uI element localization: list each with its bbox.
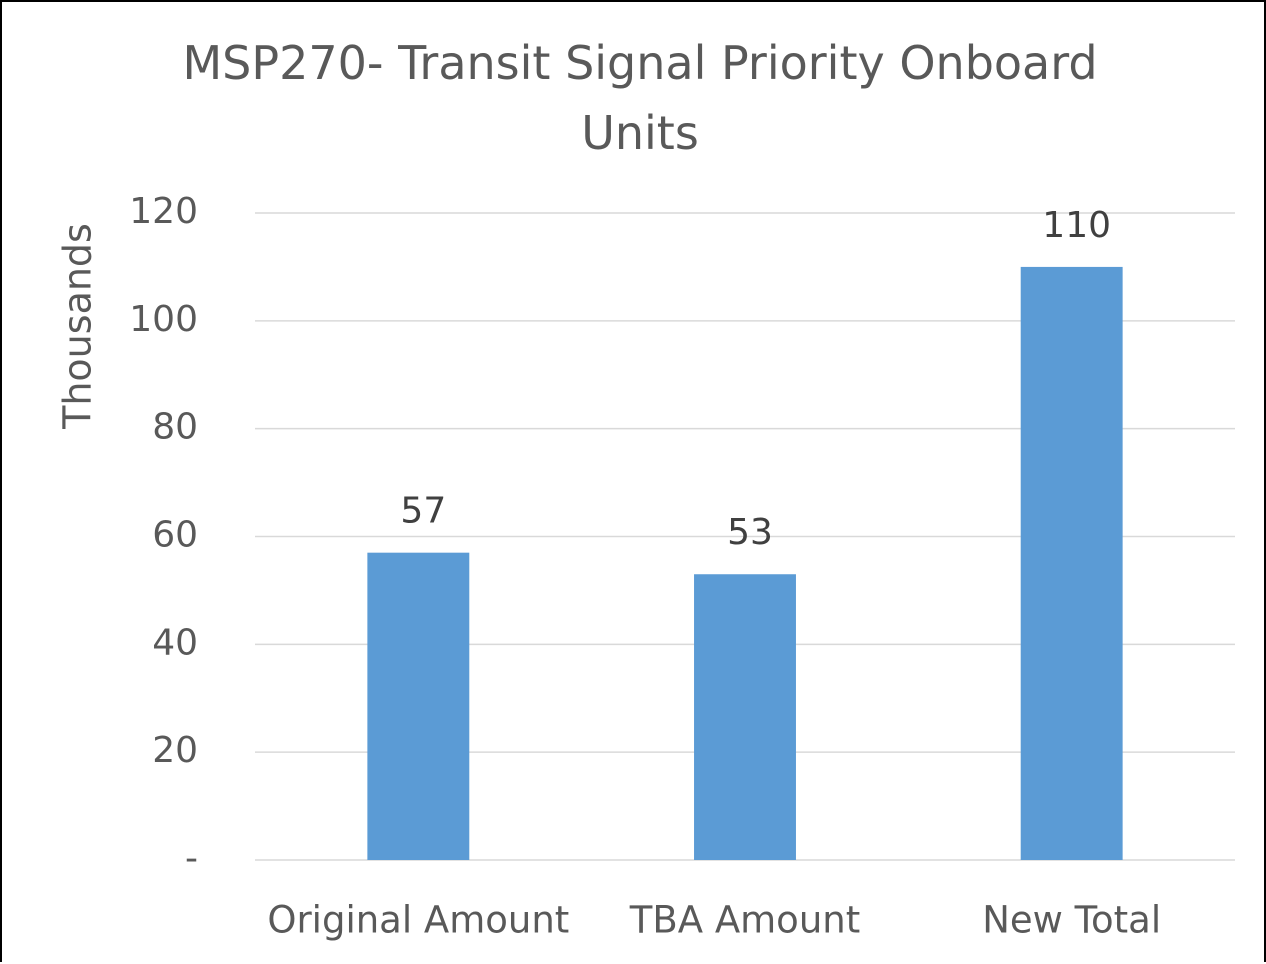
y-axis-label: Thousands <box>56 223 100 430</box>
x-tick-label: Original Amount <box>267 899 569 942</box>
data-label: 57 <box>400 491 446 532</box>
y-tick-label: 60 <box>152 515 198 556</box>
y-tick-label: 20 <box>152 730 198 771</box>
bar <box>367 552 470 860</box>
data-label: 53 <box>727 512 773 553</box>
y-tick-label: 120 <box>129 191 198 232</box>
bar <box>694 574 796 860</box>
y-tick-label: 80 <box>152 407 198 448</box>
y-tick-label: - <box>185 838 198 879</box>
bar <box>1020 266 1123 861</box>
x-tick-label: New Total <box>982 899 1161 942</box>
x-tick-label: TBA Amount <box>629 899 860 942</box>
y-tick-label: 40 <box>152 622 198 663</box>
chart-title: MSP270- Transit Signal Priority Onboard … <box>182 36 1098 160</box>
data-label: 110 <box>1042 205 1111 246</box>
y-tick-label: 100 <box>129 299 198 340</box>
